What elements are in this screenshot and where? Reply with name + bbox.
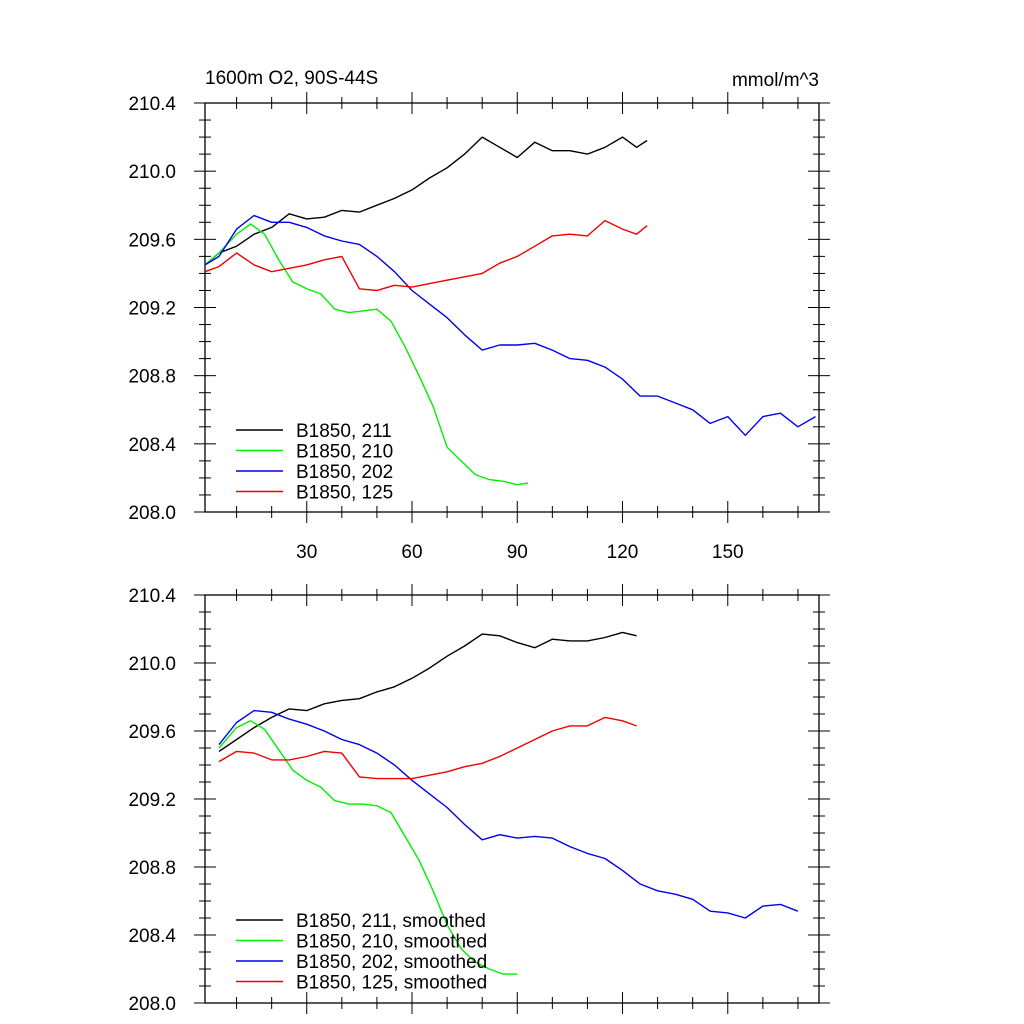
- x-tick-label: 60: [401, 542, 422, 563]
- legend-label: B1850, 202: [296, 462, 393, 483]
- y-tick-label: 210.4: [128, 94, 176, 115]
- series-line-3: [218, 709, 799, 919]
- legend-label: B1850, 210: [296, 442, 393, 463]
- y-tick-label: 210.0: [128, 654, 176, 675]
- legend-label: B1850, 210, smoothed: [296, 932, 487, 953]
- series-line-2: [204, 223, 528, 486]
- x-tick-label: 150: [712, 542, 744, 563]
- y-tick-label: 210.0: [128, 162, 176, 183]
- legend-label: B1850, 125: [296, 483, 393, 504]
- x-tick-label: 30: [296, 542, 317, 563]
- panel-1-title-left: 1600m O2, 90S-44S: [205, 68, 378, 89]
- panel-1-title-right: mmol/m^3: [732, 70, 819, 91]
- y-tick-label: 210.4: [128, 586, 176, 607]
- panel-2: 208.0 208.4 208.8 209.2 209.6 210.0 210.4 B1850…: [128, 584, 830, 1015]
- y-tick-label: 209.6: [128, 722, 176, 743]
- series-line-1: [218, 631, 637, 752]
- x-tick-label: 120: [607, 542, 639, 563]
- legend-label: B1850, 211, smoothed: [296, 911, 486, 932]
- panel-1: 208.0 208.4 208.8 209.2 209.6 210.0 210.4 30 60 9…: [128, 92, 830, 563]
- y-tick-label: 208.0: [128, 503, 176, 524]
- y-tick-label: 208.8: [128, 367, 176, 388]
- x-tick-label: 90: [507, 542, 528, 563]
- series-line-2: [218, 720, 518, 975]
- y-tick-label: 208.4: [128, 435, 176, 456]
- series-line-4: [204, 219, 648, 292]
- y-tick-label: 208.4: [128, 926, 176, 947]
- series-line-4: [218, 716, 637, 780]
- y-tick-label: 209.6: [128, 230, 176, 251]
- y-tick-label: 209.2: [128, 299, 176, 320]
- legend-label: B1850, 125, smoothed: [296, 973, 487, 994]
- series-line-3: [204, 214, 816, 436]
- legend-label: B1850, 211: [296, 421, 392, 442]
- y-tick-label: 208.0: [128, 994, 176, 1015]
- y-tick-label: 208.8: [128, 858, 176, 879]
- y-tick-label: 209.2: [128, 790, 176, 811]
- legend-label: B1850, 202, smoothed: [296, 952, 487, 973]
